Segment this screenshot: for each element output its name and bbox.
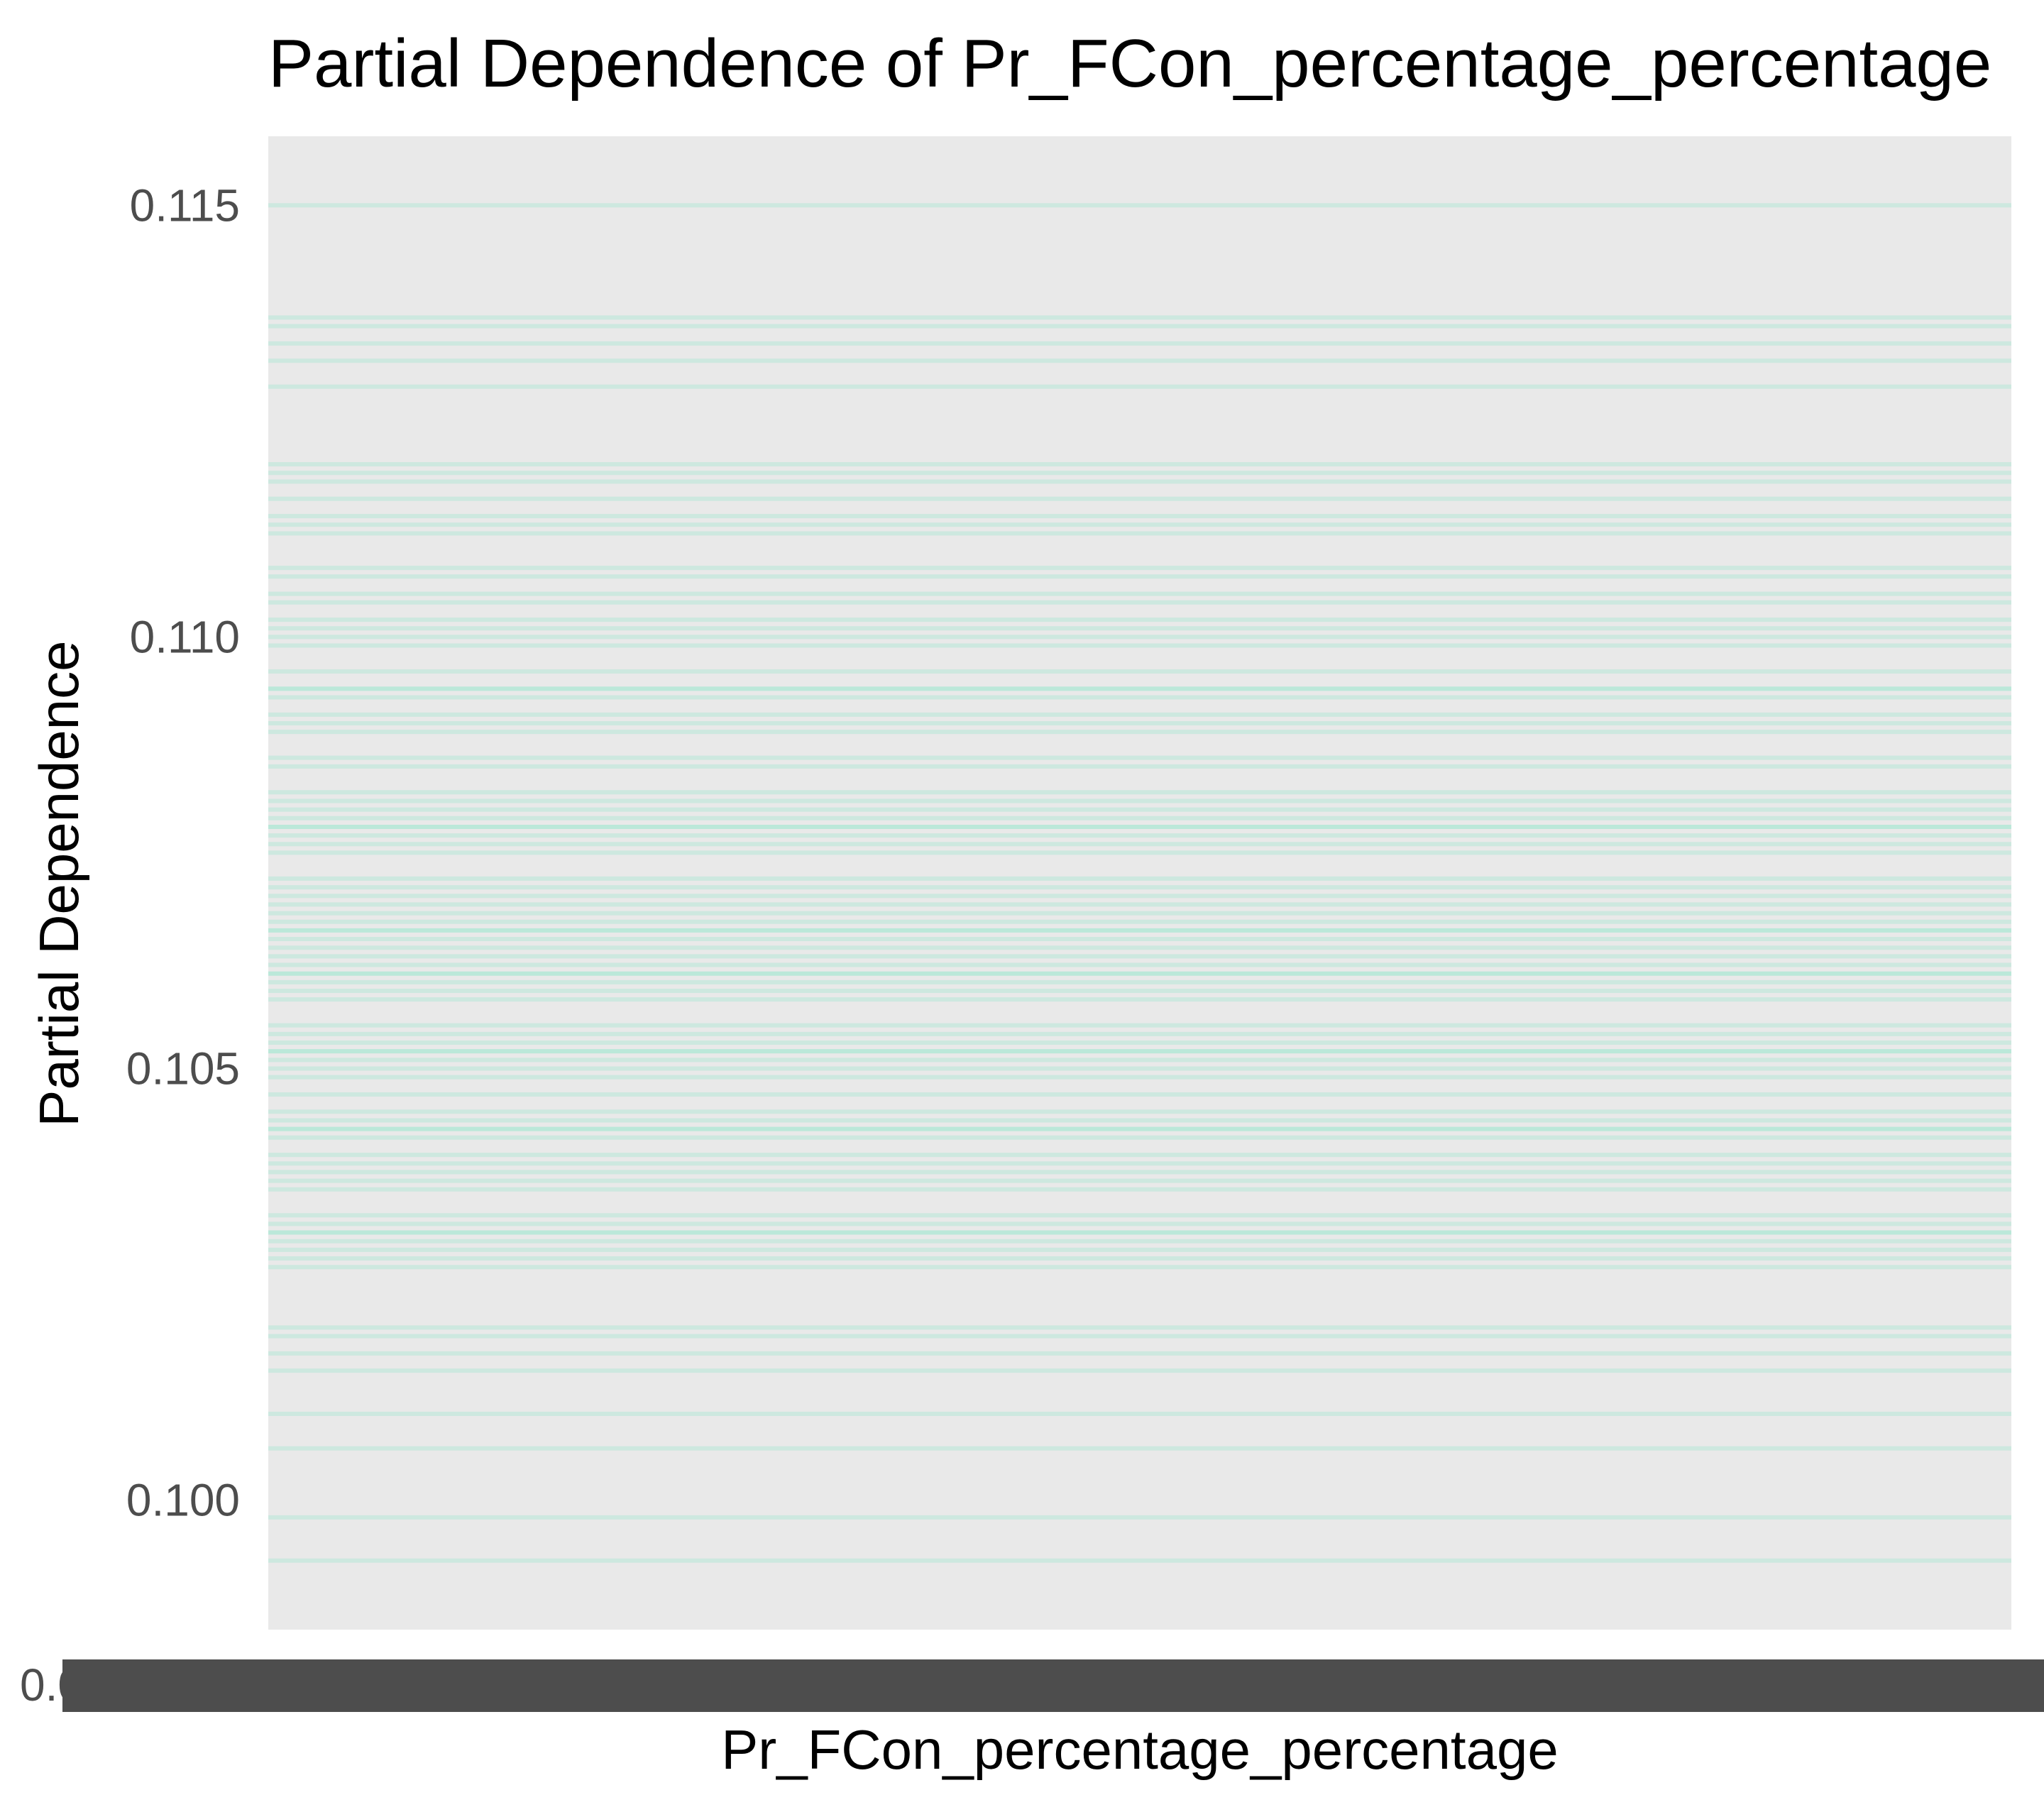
y-axis-title: Partial Dependence bbox=[28, 640, 90, 1126]
y-axis-ticks: 0.100 0.105 0.110 0.115 bbox=[126, 180, 240, 1526]
y-tick-label: 0.105 bbox=[126, 1043, 240, 1094]
plot-panel bbox=[268, 136, 2011, 1630]
x-axis-tick-labels: 0.0 bbox=[20, 1659, 2044, 1712]
x-tick-label-overlap-band bbox=[62, 1659, 2044, 1712]
chart-title: Partial Dependence of Pr_FCon_percentage… bbox=[268, 26, 1991, 101]
y-tick-label: 0.100 bbox=[126, 1475, 240, 1526]
y-tick-label: 0.110 bbox=[130, 611, 240, 662]
y-tick-label: 0.115 bbox=[130, 180, 240, 231]
x-axis-title: Pr_FCon_percentage_percentage bbox=[721, 1718, 1558, 1781]
series-lines bbox=[268, 203, 2011, 1563]
